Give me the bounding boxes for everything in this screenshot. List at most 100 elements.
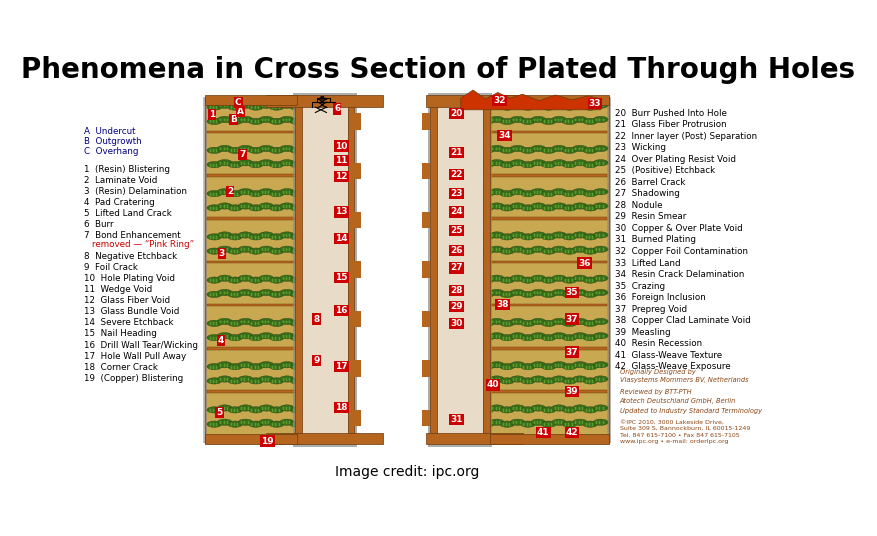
- Ellipse shape: [573, 362, 588, 368]
- Ellipse shape: [562, 147, 577, 153]
- Ellipse shape: [489, 318, 504, 325]
- Ellipse shape: [583, 334, 597, 341]
- Ellipse shape: [459, 147, 473, 153]
- Ellipse shape: [552, 116, 567, 123]
- Bar: [431, 96, 437, 443]
- Ellipse shape: [531, 116, 545, 123]
- Ellipse shape: [510, 203, 525, 209]
- Text: 2  Laminate Void: 2 Laminate Void: [84, 176, 158, 185]
- Text: 5: 5: [217, 408, 223, 416]
- Ellipse shape: [207, 334, 222, 341]
- Ellipse shape: [259, 160, 274, 166]
- Ellipse shape: [207, 277, 222, 283]
- Ellipse shape: [489, 203, 504, 209]
- Ellipse shape: [269, 248, 284, 254]
- Text: 2: 2: [227, 187, 233, 196]
- Ellipse shape: [259, 145, 274, 152]
- Ellipse shape: [593, 318, 608, 325]
- Ellipse shape: [562, 378, 577, 384]
- Ellipse shape: [573, 160, 588, 166]
- Bar: [422, 212, 431, 228]
- Ellipse shape: [332, 407, 346, 413]
- Ellipse shape: [479, 190, 494, 197]
- Text: 22: 22: [451, 170, 463, 180]
- Ellipse shape: [301, 189, 315, 195]
- Ellipse shape: [310, 277, 325, 283]
- Ellipse shape: [207, 205, 222, 211]
- Bar: [207, 304, 348, 307]
- Bar: [207, 131, 348, 133]
- Ellipse shape: [217, 145, 232, 152]
- Ellipse shape: [583, 161, 597, 168]
- Ellipse shape: [510, 145, 525, 152]
- Ellipse shape: [510, 102, 525, 108]
- Ellipse shape: [468, 419, 483, 426]
- Text: 37: 37: [566, 315, 578, 324]
- Ellipse shape: [541, 190, 556, 197]
- Bar: [422, 262, 431, 278]
- Bar: [489, 434, 609, 444]
- Bar: [353, 311, 361, 327]
- Ellipse shape: [573, 405, 588, 411]
- Bar: [422, 360, 431, 377]
- Ellipse shape: [217, 376, 232, 382]
- Bar: [207, 390, 348, 393]
- Bar: [353, 113, 361, 130]
- Bar: [207, 362, 348, 369]
- Ellipse shape: [479, 334, 494, 341]
- Ellipse shape: [593, 289, 608, 296]
- Ellipse shape: [489, 102, 504, 108]
- Ellipse shape: [552, 275, 567, 281]
- Ellipse shape: [301, 232, 315, 238]
- Ellipse shape: [301, 102, 315, 108]
- Bar: [207, 333, 348, 340]
- Ellipse shape: [521, 190, 535, 197]
- Ellipse shape: [310, 248, 325, 254]
- Ellipse shape: [217, 318, 232, 325]
- Ellipse shape: [468, 203, 483, 209]
- Ellipse shape: [310, 421, 325, 427]
- Ellipse shape: [301, 318, 315, 325]
- Ellipse shape: [207, 248, 222, 254]
- Ellipse shape: [593, 275, 608, 281]
- Ellipse shape: [280, 102, 295, 108]
- Ellipse shape: [290, 205, 305, 211]
- Ellipse shape: [459, 118, 473, 124]
- Ellipse shape: [321, 405, 336, 411]
- Text: 34: 34: [498, 131, 510, 140]
- Text: 31: 31: [451, 415, 463, 424]
- Ellipse shape: [583, 277, 597, 283]
- Ellipse shape: [238, 362, 253, 368]
- Text: 8: 8: [313, 315, 319, 324]
- Ellipse shape: [562, 421, 577, 427]
- Bar: [267, 433, 383, 444]
- Ellipse shape: [489, 116, 504, 123]
- Ellipse shape: [531, 318, 545, 325]
- Ellipse shape: [583, 378, 597, 384]
- Ellipse shape: [269, 378, 284, 384]
- Text: 1  (Resin) Blistering: 1 (Resin) Blistering: [84, 165, 170, 174]
- Ellipse shape: [228, 378, 243, 384]
- Ellipse shape: [583, 421, 597, 427]
- Ellipse shape: [521, 407, 535, 413]
- Ellipse shape: [489, 232, 504, 238]
- Ellipse shape: [301, 246, 315, 252]
- Ellipse shape: [479, 205, 494, 211]
- Ellipse shape: [531, 246, 545, 252]
- Ellipse shape: [238, 160, 253, 166]
- Text: 37: 37: [566, 347, 578, 356]
- Ellipse shape: [500, 363, 515, 370]
- Ellipse shape: [238, 275, 253, 281]
- Ellipse shape: [459, 104, 473, 110]
- Text: A: A: [238, 107, 244, 116]
- Bar: [459, 304, 608, 307]
- Ellipse shape: [310, 234, 325, 240]
- Ellipse shape: [269, 320, 284, 326]
- Ellipse shape: [310, 104, 325, 110]
- Text: 5  Lifted Land Crack: 5 Lifted Land Crack: [84, 209, 172, 218]
- Ellipse shape: [269, 118, 284, 124]
- Bar: [459, 160, 608, 167]
- Bar: [207, 290, 348, 297]
- Bar: [608, 96, 611, 443]
- Ellipse shape: [248, 421, 263, 427]
